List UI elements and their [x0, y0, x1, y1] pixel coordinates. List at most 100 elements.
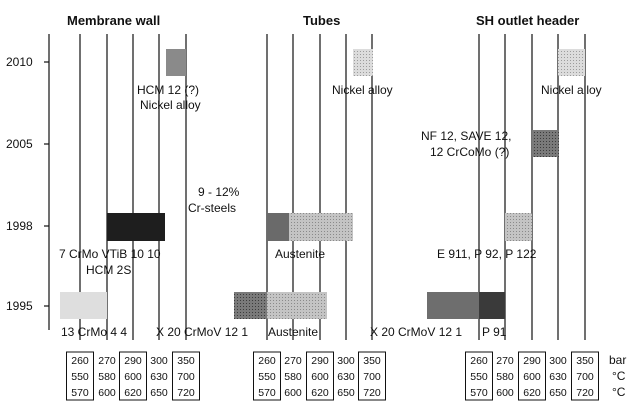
table-value-sh-r1-c2: 600 [523, 371, 541, 383]
table-value-tubes-r1-c1: 580 [284, 371, 302, 383]
table-value-sh-r2-c0: 570 [470, 387, 488, 399]
table-value-membrane-r1-c3: 630 [150, 371, 168, 383]
table-value-membrane-r2-c3: 650 [150, 387, 168, 399]
table-value-sh-r0-c0: 260 [470, 355, 488, 367]
label-tubes-1995: Austenite [268, 325, 318, 339]
section-title-tubes: Tubes [303, 13, 340, 28]
unit-label-bar: bar [609, 353, 626, 367]
table-value-tubes-r0-c4: 350 [363, 355, 381, 367]
table-value-tubes-r0-c2: 290 [311, 355, 329, 367]
label-membrane-2010-line2: Nickel alloy [140, 98, 201, 112]
table-cell-frame [253, 351, 281, 401]
label-sh-2005-line2: 12 CrCoMo (?) [430, 145, 509, 159]
bar-sh-1998 [505, 213, 532, 241]
membrane-wall-guides [79, 34, 187, 340]
table-value-tubes-r2-c0: 570 [258, 387, 276, 399]
table-value-tubes-r1-c2: 600 [311, 371, 329, 383]
table-cell-frame [66, 351, 94, 401]
bar-sh-2010-nickel [558, 49, 585, 76]
table-value-membrane-r2-c0: 570 [71, 387, 89, 399]
table-value-membrane-r1-c2: 600 [124, 371, 142, 383]
table-value-membrane-r1-c1: 580 [98, 371, 116, 383]
parameter-tables: 260 550 570 270 580 600 290 600 620 300 630 650 350 7… [66, 351, 599, 401]
time-axis [44, 34, 50, 330]
bar-membrane-2010-hcm12 [166, 49, 186, 76]
table-value-sh-r2-c4: 720 [576, 387, 594, 399]
table-value-tubes-r2-c2: 620 [311, 387, 329, 399]
label-membrane-1998-line2: HCM 2S [86, 263, 131, 277]
bar-tubes-2010-nickel [353, 49, 373, 76]
label-membrane-2010-line1: HCM 12 (?) [137, 83, 199, 97]
year-label-1998: 1998 [6, 219, 33, 233]
table-value-sh-r2-c2: 620 [523, 387, 541, 399]
table-cell-frame [571, 351, 599, 401]
label-membrane-1995-x20: X 20 CrMoV 12 1 [156, 325, 248, 339]
table-value-membrane-r0-c2: 290 [124, 355, 142, 367]
label-cr-steels-line1: 9 - 12% [198, 185, 240, 199]
table-cell-frame [358, 351, 386, 401]
table-value-membrane-r0-c0: 260 [71, 355, 89, 367]
label-cr-steels-line2: Cr-steels [188, 201, 236, 215]
section-title-membrane-wall: Membrane wall [67, 13, 160, 28]
label-membrane-1998-line1: 7 CrMo VTiB 10 10 [59, 247, 161, 261]
table-value-tubes-r1-c0: 550 [258, 371, 276, 383]
table-value-sh-r1-c3: 630 [549, 371, 567, 383]
year-label-2005: 2005 [6, 137, 33, 151]
table-value-sh-r1-c4: 700 [576, 371, 594, 383]
table-cell-frame [465, 351, 493, 401]
year-label-2010: 2010 [6, 55, 33, 69]
table-value-tubes-r2-c4: 720 [363, 387, 381, 399]
table-value-membrane-r0-c4: 350 [177, 355, 195, 367]
table-value-tubes-r1-c4: 700 [363, 371, 381, 383]
sh-header-guides [478, 34, 586, 340]
table-value-tubes-r2-c3: 650 [337, 387, 355, 399]
table-value-membrane-r2-c1: 600 [98, 387, 116, 399]
bar-tubes-1998-austenite [289, 213, 353, 241]
table-value-tubes-r1-c3: 630 [337, 371, 355, 383]
table-value-tubes-r0-c3: 300 [337, 355, 355, 367]
bar-membrane-1998-7crmo [107, 213, 165, 241]
table-value-sh-r0-c4: 350 [576, 355, 594, 367]
table-cell-frame [306, 351, 334, 401]
year-label-1995: 1995 [6, 299, 33, 313]
table-value-membrane-r2-c4: 720 [177, 387, 195, 399]
bar-tubes-1995-dark [234, 292, 267, 319]
label-tubes-1998: Austenite [275, 247, 325, 261]
table-value-membrane-r0-c3: 300 [150, 355, 168, 367]
table-value-tubes-r2-c1: 600 [284, 387, 302, 399]
table-cell-frame [119, 351, 147, 401]
table-value-sh-r1-c1: 580 [496, 371, 514, 383]
label-tubes-2010: Nickel alloy [332, 83, 393, 97]
table-value-membrane-r1-c4: 700 [177, 371, 195, 383]
table-value-sh-r0-c2: 290 [523, 355, 541, 367]
table-cell-frame [172, 351, 200, 401]
table-value-sh-r2-c3: 650 [549, 387, 567, 399]
label-sh-2005-line1: NF 12, SAVE 12, [421, 129, 512, 143]
bar-sh-1995-x20 [427, 292, 479, 319]
bar-sh-2005 [532, 130, 559, 157]
table-value-sh-r0-c1: 270 [496, 355, 514, 367]
label-sh-1998: E 911, P 92, P 122 [437, 247, 537, 261]
bar-membrane-1995-13crmo [60, 292, 107, 319]
unit-label-celsius-1: °C [612, 369, 626, 383]
table-value-sh-r0-c3: 300 [549, 355, 567, 367]
bar-tubes-1998-dark [267, 213, 289, 241]
section-title-sh-outlet-header: SH outlet header [476, 13, 579, 28]
table-cell-frame [518, 351, 546, 401]
table-value-membrane-r0-c1: 270 [98, 355, 116, 367]
table-value-sh-r2-c1: 600 [496, 387, 514, 399]
table-value-membrane-r1-c0: 550 [71, 371, 89, 383]
label-sh-1995-p91: P 91 [482, 325, 507, 339]
table-value-sh-r1-c0: 550 [470, 371, 488, 383]
table-value-tubes-r0-c0: 260 [258, 355, 276, 367]
tubes-guides [266, 34, 373, 340]
table-value-membrane-r2-c2: 620 [124, 387, 142, 399]
unit-label-celsius-2: °C [612, 385, 626, 399]
label-membrane-1995-13crmo: 13 CrMo 4 4 [61, 325, 127, 339]
label-sh-2010: Nickel alloy [541, 83, 602, 97]
table-value-tubes-r0-c1: 270 [284, 355, 302, 367]
label-sh-1995: X 20 CrMoV 12 1 [370, 325, 462, 339]
bar-sh-1995-p91 [479, 292, 505, 319]
bar-tubes-1995-austenite [267, 292, 327, 319]
